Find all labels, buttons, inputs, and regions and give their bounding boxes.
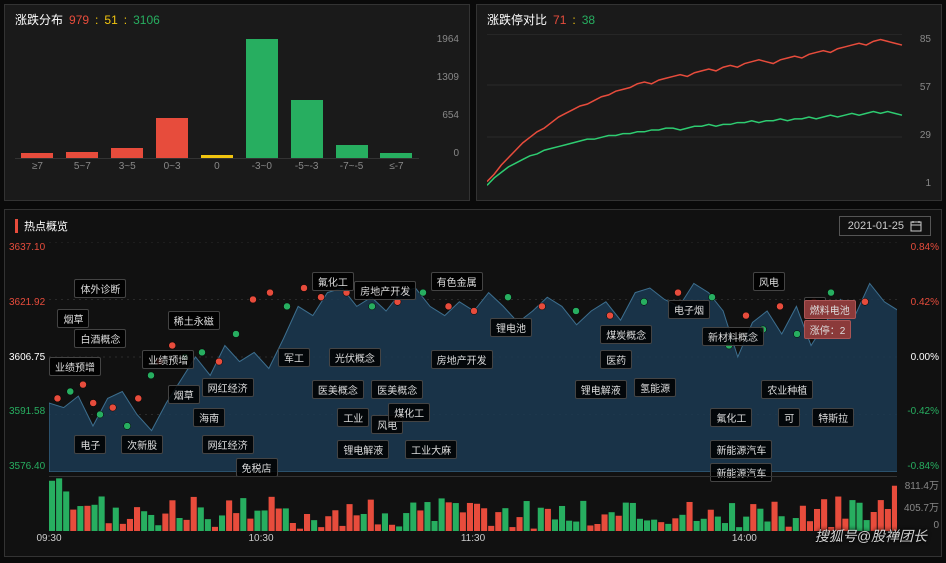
hotspot-title: 热点概览: [24, 218, 68, 234]
bar: [291, 100, 323, 158]
hotspot-tag[interactable]: 锂电解液: [575, 380, 627, 399]
bar-category: -5~-3: [291, 161, 323, 179]
bar-category: ≤-7: [380, 161, 412, 179]
hotspot-tag[interactable]: 工业: [337, 408, 369, 427]
time-tick: 14:00: [732, 533, 757, 544]
hotspot-tag[interactable]: 医美概念: [312, 380, 364, 399]
distribution-panel: 涨跌分布 979 : 51 : 3106 ≥7 5~7 3~5 0~3 0 -3~0 -5~…: [4, 4, 470, 201]
limit-down-count: 38: [582, 13, 595, 27]
hotspot-tag[interactable]: 新材料概念: [702, 327, 764, 346]
hotspot-tag[interactable]: 电子烟: [668, 300, 710, 319]
bar: [380, 153, 412, 158]
hotspot-tag[interactable]: 煤化工: [388, 403, 430, 422]
hotspot-tag[interactable]: 房地产开发: [354, 281, 416, 300]
hotspot-tag[interactable]: 医美概念: [371, 380, 423, 399]
bar-category: -3~0: [246, 161, 278, 179]
calendar-icon: [910, 220, 922, 232]
hotspot-tag[interactable]: 医药: [600, 350, 632, 369]
accent-icon: [15, 219, 18, 233]
hotspot-tag[interactable]: 氟化工: [710, 408, 752, 427]
distribution-bar-chart: ≥75~73~50~30-3~0-5~-3-7~-5≤-7 1964130965…: [15, 34, 459, 179]
bar: [201, 155, 233, 158]
hotspot-tag[interactable]: 网红经济: [202, 435, 254, 454]
limit-up-count: 71: [553, 13, 566, 27]
hotspot-tag[interactable]: 房地产开发: [431, 350, 493, 369]
hotspot-tag[interactable]: 有色金属: [431, 272, 483, 291]
dist-down-count: 3106: [133, 13, 160, 27]
hotspot-tag[interactable]: 工业大麻: [405, 440, 457, 459]
colon: :: [124, 13, 127, 27]
hotspot-tag[interactable]: 白酒概念: [74, 329, 126, 348]
bar: [156, 118, 188, 158]
bar-category: 5~7: [66, 161, 98, 179]
hotspot-tag[interactable]: 烟草: [57, 309, 89, 328]
distribution-header: 涨跌分布 979 : 51 : 3106: [5, 5, 469, 34]
bar: [21, 153, 53, 158]
hotspot-tag[interactable]: 业绩预增: [49, 357, 101, 376]
hotspot-tag[interactable]: 煤炭概念: [600, 325, 652, 344]
date-label: 2021-01-25: [848, 220, 904, 232]
hotspot-tag[interactable]: 特斯拉: [812, 408, 854, 427]
time-tick: 09:30: [36, 533, 61, 544]
hotspot-tag[interactable]: 锂电池: [490, 318, 532, 337]
date-picker-button[interactable]: 2021-01-25: [839, 216, 931, 236]
hotspot-main-chart: 3637.103621.923606.753591.583576.40 0.84…: [49, 242, 897, 472]
dist-up-count: 979: [69, 13, 89, 27]
volume-chart: 811.4万405.7万0: [49, 476, 897, 531]
time-tick: 11:30: [461, 533, 485, 544]
hotspot-tag[interactable]: 烟草: [168, 385, 200, 404]
hotspot-tag[interactable]: 稀土永磁: [168, 311, 220, 330]
limit-header: 涨跌停对比 71 : 38: [477, 5, 941, 34]
hotspot-panel: 热点概览 2021-01-25 3637.103621.923606.75359…: [4, 209, 942, 557]
hotspot-tag[interactable]: 次新股: [121, 435, 163, 454]
hotspot-tag[interactable]: 可: [778, 408, 800, 427]
hotspot-tag[interactable]: 业绩预增: [142, 350, 194, 369]
hotspot-tag[interactable]: 氢能源: [634, 378, 676, 397]
hotspot-tag[interactable]: 燃料电池: [804, 300, 856, 319]
hotspot-tag[interactable]: 风电: [753, 272, 785, 291]
hotspot-tag[interactable]: 风电: [371, 415, 403, 434]
bar-category: 3~5: [111, 161, 143, 179]
bar: [111, 148, 143, 158]
hotspot-tag[interactable]: 免税店: [236, 458, 278, 477]
time-axis: 09:3010:3011:3014:00: [49, 533, 897, 551]
hotspot-tag[interactable]: 新能源汽车: [710, 440, 772, 459]
hotspot-tag[interactable]: 锂电解液: [337, 440, 389, 459]
limit-title: 涨跌停对比: [487, 11, 547, 28]
hotspot-tag[interactable]: 军工: [278, 348, 310, 367]
hotspot-tag[interactable]: 网红经济: [202, 378, 254, 397]
hotspot-header: 热点概览 2021-01-25: [5, 210, 941, 242]
hotspot-tag[interactable]: 海南: [193, 408, 225, 427]
bar-category: 0: [201, 161, 233, 179]
hotspot-tag[interactable]: 氟化工: [312, 272, 354, 291]
dist-flat-count: 51: [104, 13, 117, 27]
colon: :: [572, 13, 575, 27]
time-tick: 10:30: [248, 533, 273, 544]
bar: [336, 145, 368, 158]
limit-line-chart: 8557291: [487, 34, 931, 189]
bar-category: -7~-5: [336, 161, 368, 179]
distribution-title: 涨跌分布: [15, 11, 63, 28]
hotspot-tag[interactable]: 光伏概念: [329, 348, 381, 367]
watermark: 搜狐号@股禅团长: [815, 526, 927, 546]
hotspot-tag[interactable]: 体外诊断: [74, 279, 126, 298]
hotspot-tag[interactable]: 新: [804, 297, 826, 316]
bar-category: 0~3: [156, 161, 188, 179]
bar: [66, 152, 98, 158]
hotspot-tag[interactable]: 农业种植: [761, 380, 813, 399]
limit-panel: 涨跌停对比 71 : 38 8557291: [476, 4, 942, 201]
bar-category: ≥7: [21, 161, 53, 179]
hotspot-tag[interactable]: 涨停：2: [804, 320, 852, 339]
colon: :: [95, 13, 98, 27]
bar: [246, 39, 278, 158]
hotspot-tag[interactable]: 电子: [74, 435, 106, 454]
